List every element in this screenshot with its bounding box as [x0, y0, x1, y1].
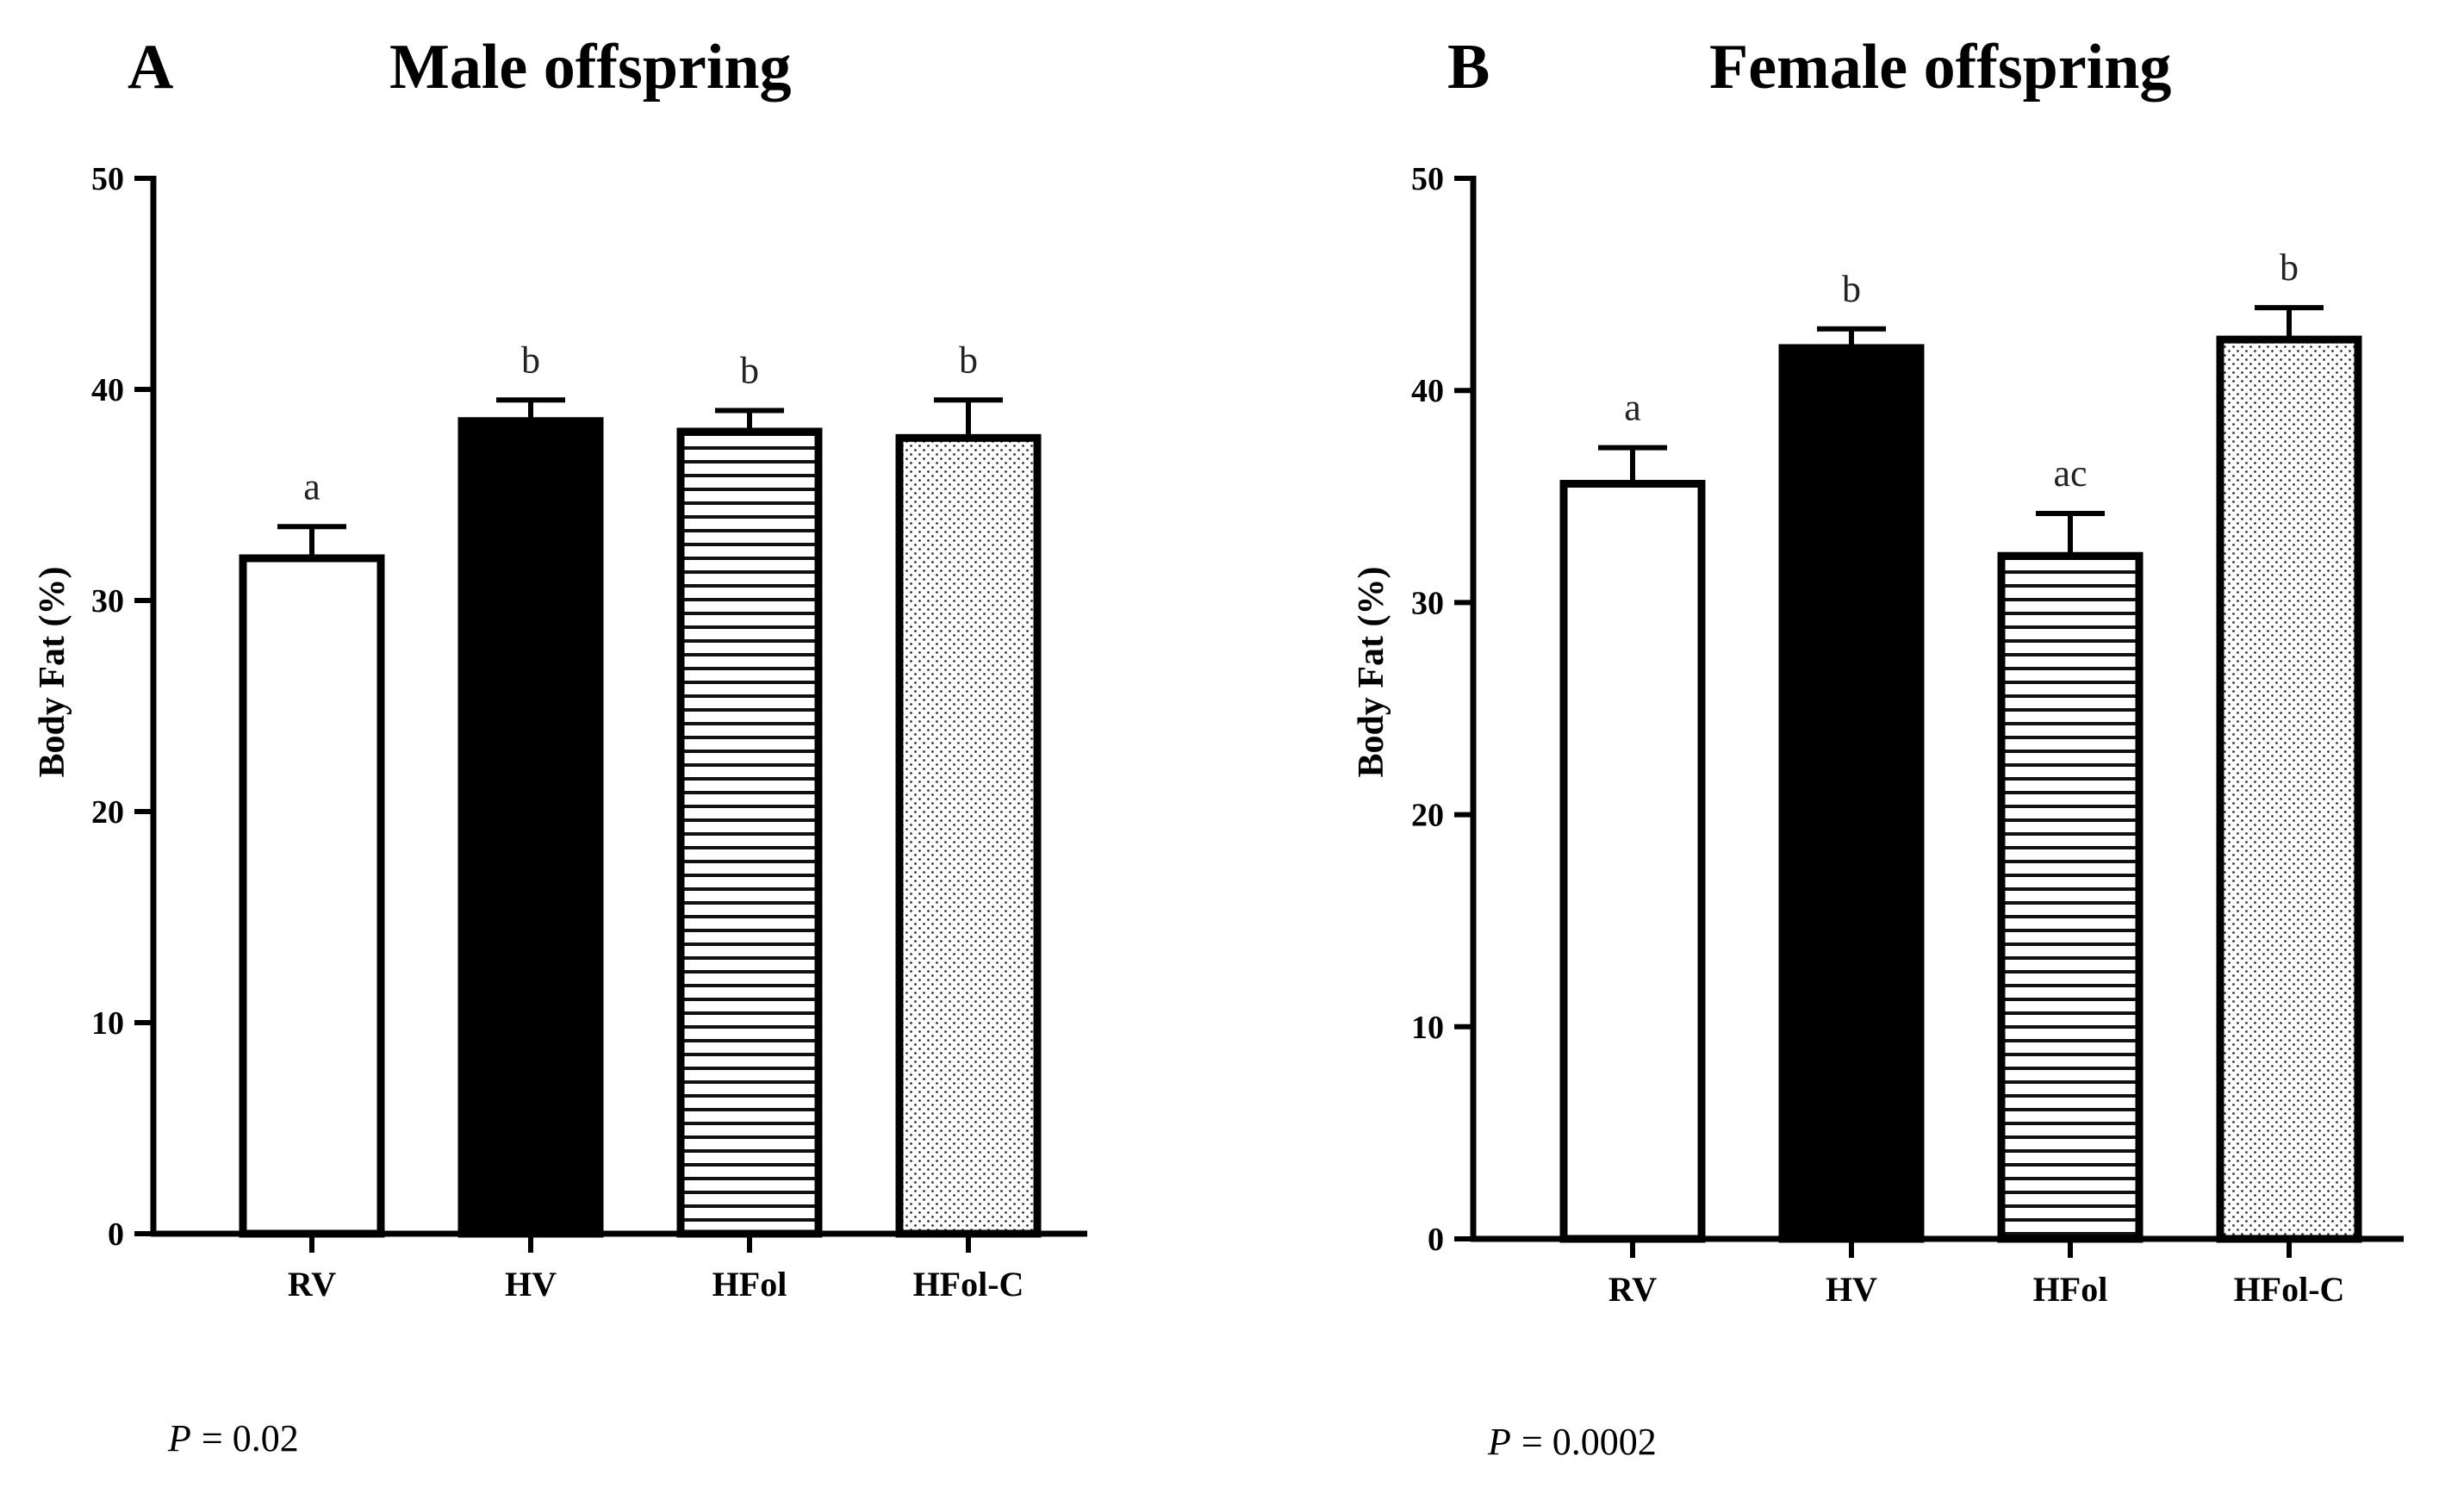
y-tick-label: 50	[1411, 161, 1444, 197]
y-tick-label: 40	[91, 372, 124, 408]
panel-female-offspring: B Female offspring Body Fat (%) 0 10 20 30 4…	[1352, 32, 2404, 1463]
x-tick-labels-male: RV HV HFol HFol-C	[288, 1234, 1024, 1303]
x-tick-label: HFol-C	[913, 1265, 1024, 1303]
panel-male-offspring: A Male offspring Body Fat (%) 0 10 20 30 40 5…	[33, 32, 1087, 1459]
bar-hfol	[676, 427, 823, 1238]
p-value-female: P = 0.0002	[1487, 1421, 1657, 1463]
y-ticks-male: 0 10 20 30 40 50	[91, 161, 153, 1253]
bar-hv	[457, 417, 604, 1238]
bars-male: a b b b	[239, 339, 1042, 1238]
y-tick-label: 0	[108, 1216, 124, 1253]
significance-label: b	[1842, 268, 1861, 310]
x-tick-label: HFol-C	[2234, 1270, 2345, 1309]
y-tick-label: 10	[1411, 1010, 1444, 1046]
y-tick-label: 0	[1428, 1222, 1444, 1258]
panel-title-female: Female offspring	[1709, 32, 2171, 103]
x-tick-label: RV	[1608, 1270, 1657, 1309]
y-tick-label: 30	[91, 583, 124, 619]
panel-letter-b: B	[1447, 32, 1490, 103]
y-tick-label: 20	[1411, 798, 1444, 834]
x-tick-label: HFol	[712, 1265, 787, 1303]
bar-rv	[1559, 480, 1706, 1243]
significance-label: b	[740, 350, 759, 392]
significance-label: b	[521, 339, 540, 381]
significance-label: ac	[2053, 452, 2087, 495]
y-tick-label: 30	[1411, 585, 1444, 621]
bar-hfol-c	[2216, 335, 2362, 1243]
panel-letter-a: A	[128, 32, 173, 103]
significance-label: a	[303, 465, 320, 507]
x-tick-labels-female: RV HV HFol HFol-C	[1608, 1239, 2345, 1309]
y-tick-label: 50	[91, 161, 124, 197]
y-axis-label-female: Body Fat (%)	[1352, 567, 1391, 778]
bar-hv	[1778, 344, 1925, 1243]
y-tick-label: 40	[1411, 373, 1444, 409]
significance-label: b	[959, 339, 978, 381]
bar-hfol	[1997, 551, 2144, 1243]
bar-rv	[239, 554, 385, 1238]
significance-label: b	[2280, 246, 2299, 289]
p-value-male: P = 0.02	[167, 1417, 299, 1459]
y-tick-label: 10	[91, 1005, 124, 1042]
y-tick-label: 20	[91, 794, 124, 831]
bar-hfol-c	[895, 433, 1042, 1238]
y-ticks-female: 0 10 20 30 40 50	[1411, 161, 1473, 1258]
x-tick-label: HV	[505, 1265, 557, 1303]
x-tick-label: RV	[288, 1265, 336, 1303]
y-axis-label-male: Body Fat (%)	[33, 567, 72, 778]
bars-female: a b ac b	[1559, 246, 2362, 1243]
x-tick-label: HV	[1826, 1270, 1877, 1309]
significance-label: a	[1624, 387, 1641, 429]
x-tick-label: HFol	[2033, 1270, 2108, 1309]
panel-title-male: Male offspring	[389, 32, 792, 103]
